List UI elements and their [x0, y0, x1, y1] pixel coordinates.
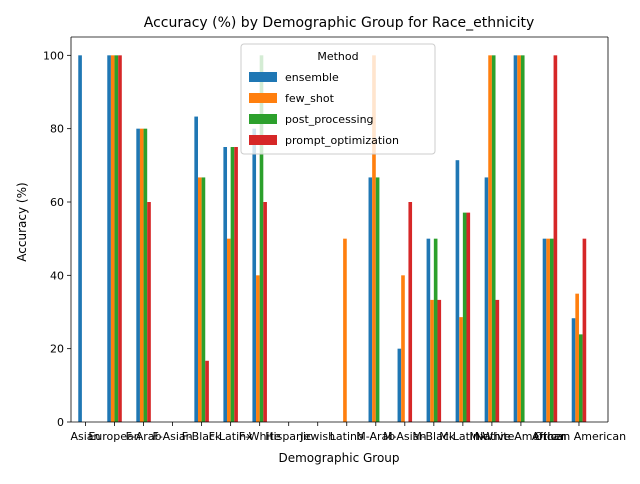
bar-few_shot-16: [546, 238, 550, 422]
bars-layer: [78, 55, 587, 423]
bar-ensemble-2: [136, 128, 140, 423]
bar-ensemble-13: [455, 160, 460, 422]
x-tick-label: African American: [532, 430, 626, 443]
x-tick-label: M-Arab: [356, 430, 395, 443]
bar-few_shot-12: [430, 299, 434, 422]
legend-label-post_processing: post_processing: [285, 113, 374, 126]
x-tick-label: M-Black: [412, 430, 455, 443]
bar-post_processing-14: [491, 55, 496, 422]
chart-title: Accuracy (%) by Demographic Group for Ra…: [144, 15, 534, 31]
x-tick-label: Asian: [70, 430, 100, 443]
bar-prompt_optimization-14: [495, 299, 500, 422]
y-tick-label: 80: [50, 123, 64, 136]
x-tick-label: Other: [534, 430, 566, 443]
bar-post_processing-13: [462, 212, 467, 422]
bar-ensemble-12: [426, 238, 431, 422]
legend-swatch-few_shot: [249, 93, 277, 103]
bar-post_processing-16: [549, 238, 554, 422]
bar-prompt_optimization-4: [205, 360, 209, 422]
y-axis-label: Accuracy (%): [15, 182, 29, 261]
bar-ensemble-10: [368, 177, 373, 422]
axes-layer: 020406080100AsianEuropeanF-ArabF-AsianF-…: [43, 36, 626, 443]
bar-post_processing-17: [578, 334, 583, 422]
y-tick-label: 20: [50, 343, 64, 356]
x-tick-label: F-Arab: [126, 430, 162, 443]
bar-few_shot-10: [372, 55, 376, 422]
bar-ensemble-11: [397, 348, 402, 422]
bar-few_shot-5: [227, 238, 231, 422]
bar-prompt_optimization-2: [147, 202, 151, 422]
bar-prompt_optimization-17: [582, 238, 587, 422]
legend-label-prompt_optimization: prompt_optimization: [285, 134, 399, 147]
bar-few_shot-13: [459, 317, 463, 422]
x-tick-label: F-Black: [182, 430, 222, 443]
y-tick-label: 100: [43, 49, 64, 62]
bar-few_shot-15: [517, 55, 521, 422]
bar-ensemble-1: [107, 55, 111, 422]
bar-ensemble-15: [513, 55, 518, 422]
bar-post_processing-15: [520, 55, 525, 422]
bar-prompt_optimization-1: [118, 55, 122, 422]
y-tick-label: 40: [50, 269, 64, 282]
legend-label-few_shot: few_shot: [285, 92, 335, 105]
bar-post_processing-2: [143, 128, 148, 423]
x-tick-label: European: [88, 430, 140, 443]
bar-few_shot-17: [575, 293, 579, 422]
bar-ensemble-14: [484, 177, 489, 422]
bar-post_processing-10: [375, 177, 380, 422]
x-tick-label: Hispanic: [265, 430, 312, 443]
x-axis-label: Demographic Group: [278, 451, 399, 465]
bar-post_processing-6: [259, 55, 264, 422]
x-tick-label: Jewish: [299, 430, 335, 443]
legend-label-ensemble: ensemble: [285, 71, 339, 84]
x-tick-label: F-Asian: [153, 430, 193, 443]
bar-ensemble-4: [194, 116, 198, 422]
legend-title: Method: [317, 50, 358, 63]
bar-post_processing-4: [201, 177, 206, 422]
bar-ensemble-16: [542, 238, 547, 422]
bar-post_processing-5: [230, 147, 235, 422]
bar-few_shot-9: [343, 238, 347, 422]
bar-few_shot-11: [401, 275, 405, 422]
bar-few_shot-6: [256, 275, 260, 422]
x-tick-label: Latino: [330, 430, 364, 443]
bar-ensemble-0: [78, 55, 82, 422]
bar-prompt_optimization-16: [553, 55, 558, 422]
legend-swatch-ensemble: [249, 72, 277, 82]
bar-ensemble-6: [252, 128, 257, 423]
x-tick-label: F-White: [239, 430, 281, 443]
bar-prompt_optimization-5: [234, 147, 238, 422]
x-tick-label: M-Asian: [383, 430, 426, 443]
legend-swatch-post_processing: [249, 114, 277, 124]
x-tick-label: F-Latinx: [209, 430, 254, 443]
legend-box: [240, 43, 436, 155]
bar-ensemble-17: [571, 318, 576, 422]
bar-prompt_optimization-6: [263, 202, 267, 422]
bar-prompt_optimization-13: [466, 212, 471, 422]
y-tick-label: 60: [50, 196, 64, 209]
y-tick-label: 0: [57, 416, 64, 429]
legend: Method ensemble few_shot post_processingpro…: [240, 43, 436, 155]
legend-swatch-prompt_optimization: [249, 135, 277, 145]
bar-post_processing-12: [433, 238, 438, 422]
bar-prompt_optimization-11: [408, 202, 413, 422]
x-tick-label: M-Latinx: [439, 430, 487, 443]
bar-few_shot-14: [488, 55, 492, 422]
x-tick-label: Native American: [475, 430, 566, 443]
bar-few_shot-2: [139, 128, 144, 423]
bar-post_processing-1: [114, 55, 119, 422]
bar-ensemble-5: [223, 147, 228, 422]
x-tick-label: M-White: [469, 430, 514, 443]
bar-few_shot-1: [110, 55, 115, 422]
bar-few_shot-4: [197, 177, 202, 422]
bar-prompt_optimization-12: [437, 299, 442, 422]
